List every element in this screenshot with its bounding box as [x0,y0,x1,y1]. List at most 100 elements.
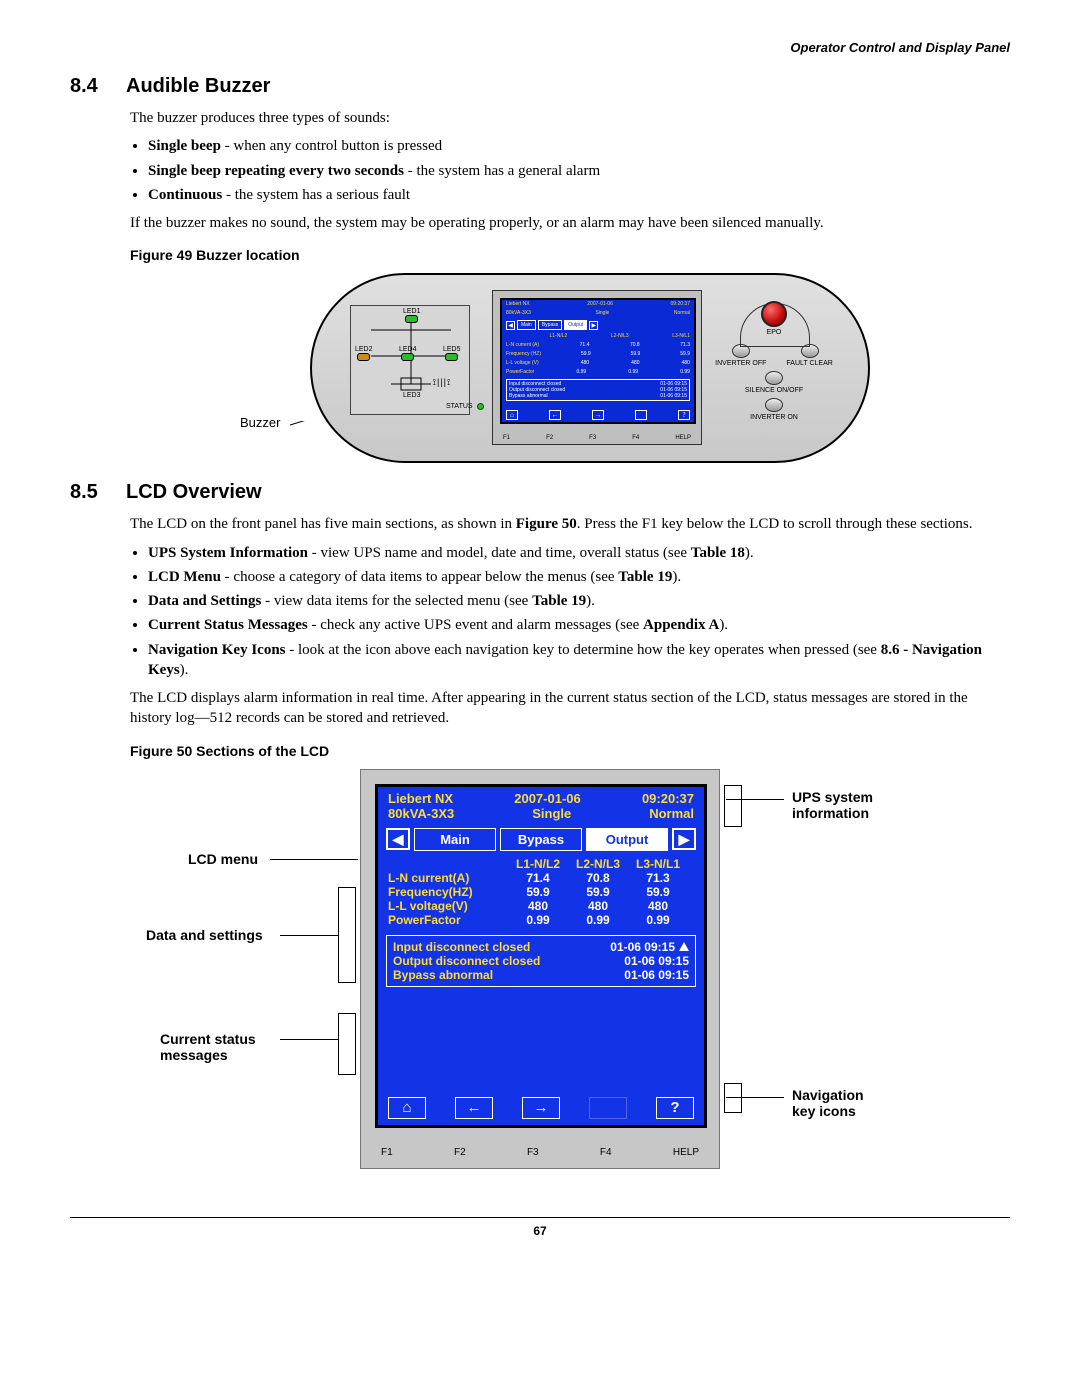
lg-d1c: 71.3 [628,871,688,885]
lcd-small-bezel: Liebert NX2007-01-0609:20:37 80kVA-3X3Si… [492,290,702,445]
lg-h0 [388,857,508,871]
s49-d3c: 480 [682,360,690,367]
status-led-icon [477,403,484,410]
lg-k5: HELP [673,1147,699,1158]
p1b: Figure 50 [516,516,577,532]
lg-r1b: 2007-01-06 [514,791,581,806]
scroll-up-icon [679,942,689,951]
lg-d2c: 59.9 [628,885,688,899]
s49-d1l: L-N current (A) [506,342,539,349]
epo-label: EPO [714,329,834,336]
nav-help-icon: ? [656,1097,694,1119]
lg-tab-output: Output [586,828,668,851]
fig50-caption: Figure 50 Sections of the LCD [130,743,1010,759]
b1-bold: Single beep [148,138,221,154]
s49-d2b: 59.9 [631,351,641,358]
lg-right-arrow-icon: ▶ [672,828,696,850]
callout-nav-icons: Navigation key icons [792,1087,864,1121]
b85-2a: - choose a category of data items to app… [221,569,618,585]
lg-h3: L3-N/L1 [628,857,688,871]
b2-rest: - the system has a general alarm [404,163,600,179]
s49-nav-help-icon: ? [678,410,690,420]
s49-r2b: Single [595,310,609,317]
b85-5b: Navigation Key Icons [148,642,286,658]
page-number: 67 [533,1224,546,1238]
lg-r2c: Normal [649,806,694,821]
s49-nav-left-icon: ← [549,410,561,420]
s49-d1c: 71.3 [680,342,690,349]
heading-8-4: 8.4Audible Buzzer [70,75,1010,98]
b85-3b: Data and Settings [148,593,261,609]
b3-bold: Continuous [148,187,222,203]
s49-r2a: 80kVA-3X3 [506,310,531,317]
bullet-continuous: Continuous - the system has a serious fa… [148,185,1010,205]
lg-tab-main: Main [414,828,496,851]
lg-d2b: 59.9 [568,885,628,899]
lg-m3t: 01-06 09:15 [624,968,689,982]
callout-status-msgs: Current status messages [160,1031,256,1065]
nav-home-icon: ⌂ [388,1097,426,1119]
b85-2d: ). [672,569,681,585]
callout-lcd-menu: LCD menu [188,851,258,868]
b85-1c: Table 18 [691,545,745,561]
bullet-ups-info: UPS System Information - view UPS name a… [148,543,1010,563]
bullet-status-messages: Current Status Messages - check any acti… [148,615,1010,635]
s49-d4c: 0.99 [680,369,690,376]
s49-left-arrow-icon: ◀ [506,321,515,330]
buzzer-callout-line-icon [290,421,440,451]
lg-r2b: Single [532,806,571,821]
lg-d4c: 0.99 [628,913,688,927]
sec84-intro: The buzzer produces three types of sound… [130,108,1010,128]
lg-r1c: 09:20:37 [642,791,694,806]
heading-8-5: 8.5LCD Overview [70,481,1010,504]
s49-d1a: 71.4 [580,342,590,349]
led1-icon [405,315,418,323]
b85-4c: Appendix A [643,617,719,633]
heading-text-85: LCD Overview [126,481,262,503]
inverter-on-button-icon [765,398,783,412]
lg-m2t: 01-06 09:15 [624,954,689,968]
bullet-lcd-menu: LCD Menu - choose a category of data ite… [148,567,1010,587]
s49-m3: Bypass abnormal [509,393,548,399]
s49-tab-main: Main [517,320,536,330]
lg-k1: F1 [381,1147,393,1158]
lg-h2: L2-N/L3 [568,857,628,871]
callout-box-nav [724,1083,742,1113]
b85-1b: UPS System Information [148,545,308,561]
s49-d2c: 59.9 [680,351,690,358]
lg-d4a: 0.99 [508,913,568,927]
lg-k2: F2 [454,1147,466,1158]
lg-d2a: 59.9 [508,885,568,899]
s49-k1: F1 [503,435,510,441]
lg-k4: F4 [600,1147,612,1158]
s49-k3: F3 [589,435,596,441]
b3-rest: - the system has a serious fault [222,187,410,203]
figure-50: LCD menu Data and settings Current statu… [120,769,960,1189]
led2-icon [357,353,370,361]
b1-rest: - when any control button is pressed [221,138,442,154]
led5-icon [445,353,458,361]
callout-ups-info: UPS system information [792,789,873,823]
bullet-single-beep: Single beep - when any control button is… [148,136,1010,156]
s49-d1b: 70.8 [630,342,640,349]
lg-r2a: 80kVA-3X3 [388,806,454,821]
lg-m2: Output disconnect closed [393,954,540,968]
epo-button-icon [761,301,787,327]
led-bezel: LED1 LED2 LED4 LED5 LED3 [350,305,470,415]
b85-5d: ). [180,662,189,678]
b85-4d: ). [719,617,728,633]
heading-number: 8.4 [70,75,126,98]
b85-1d: ). [745,545,754,561]
silence-label: SILENCE ON/OFF [714,387,834,394]
lcd-large-screen: Liebert NX 2007-01-06 09:20:37 80kVA-3X3… [375,784,707,1128]
lg-d3b: 480 [568,899,628,913]
s49-r2c: Normal [674,310,690,317]
s49-h1: L1-N/L2 [550,333,568,340]
b85-3d: ). [586,593,595,609]
s49-r1b: 2007-01-06 [587,301,613,308]
fault-clear-label: FAULT CLEAR [786,360,832,367]
callout-data-settings: Data and settings [146,927,263,944]
b85-4b: Current Status Messages [148,617,308,633]
s49-h2: L2-N/L3 [611,333,629,340]
s49-r1a: Liebert NX [506,301,530,308]
